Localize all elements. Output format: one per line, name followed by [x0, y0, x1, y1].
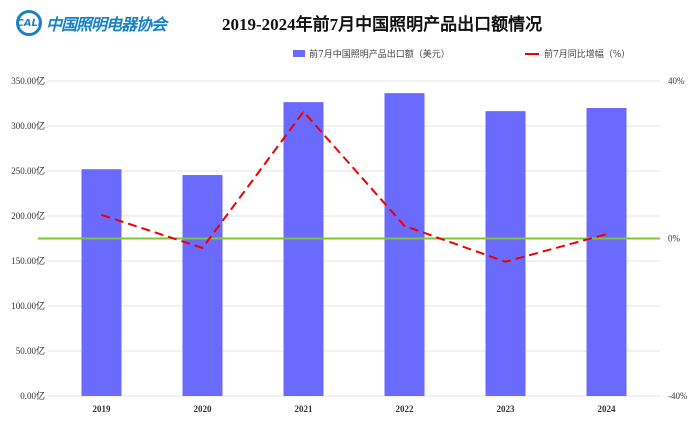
growth-point-2020 [202, 247, 203, 249]
legend-item-line: 前7月同比增幅（%） [525, 47, 630, 60]
logo-mark: CALI [16, 10, 42, 36]
y-tick-label: 100.00亿 [11, 300, 45, 311]
bar-2021 [283, 102, 324, 397]
x-tick-label: 2022 [396, 404, 415, 414]
legend-label-line: 前7月同比增幅（%） [544, 50, 631, 60]
x-tick-label: 2024 [598, 404, 617, 414]
logo: CALI 中国照明电器协会 [16, 10, 167, 36]
y-tick-label: 300.00亿 [11, 120, 45, 131]
y2-tick-label: 0% [668, 234, 681, 244]
growth-point-2023 [505, 261, 506, 263]
y-tick-label: 250.00亿 [11, 165, 45, 176]
bar-2024 [586, 108, 627, 396]
legend-swatch-bar [293, 50, 305, 57]
bar-2020 [182, 175, 223, 396]
growth-point-2021 [303, 111, 304, 113]
x-tick-label: 2019 [93, 404, 112, 414]
legend-item-bar: 前7月中国照明产品出口额（美元） [293, 47, 450, 60]
x-tick-label: 2023 [497, 404, 516, 414]
x-tick-label: 2021 [295, 404, 314, 414]
bar-2019 [81, 169, 122, 396]
growth-point-2024 [606, 233, 607, 235]
y-tick-label: 200.00亿 [11, 210, 45, 221]
y-tick-label: 150.00亿 [11, 255, 45, 266]
y-tick-label: 350.00亿 [11, 75, 45, 86]
y-tick-label: 0.00亿 [20, 390, 45, 401]
bar-2022 [384, 93, 425, 397]
logo-name: 中国照明电器协会 [46, 15, 167, 34]
x-tick-label: 2020 [194, 404, 213, 414]
bar-2023 [485, 111, 526, 397]
y-tick-label: 50.00亿 [16, 345, 45, 356]
legend-swatch-line [525, 52, 539, 55]
growth-point-2022 [404, 225, 405, 227]
y2-tick-label: -40% [668, 391, 688, 401]
legend-label-bar: 前7月中国照明产品出口额（美元） [309, 50, 450, 60]
chart-title: 2019-2024年前7月中国照明产品出口额情况 [222, 15, 543, 34]
y2-tick-label: 40% [668, 76, 685, 86]
growth-point-2019 [101, 214, 102, 216]
growth-line [101, 110, 607, 263]
